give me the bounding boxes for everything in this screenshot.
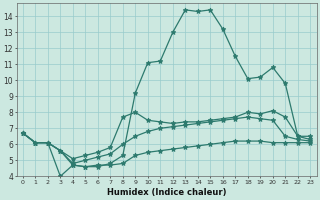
X-axis label: Humidex (Indice chaleur): Humidex (Indice chaleur)	[107, 188, 226, 197]
